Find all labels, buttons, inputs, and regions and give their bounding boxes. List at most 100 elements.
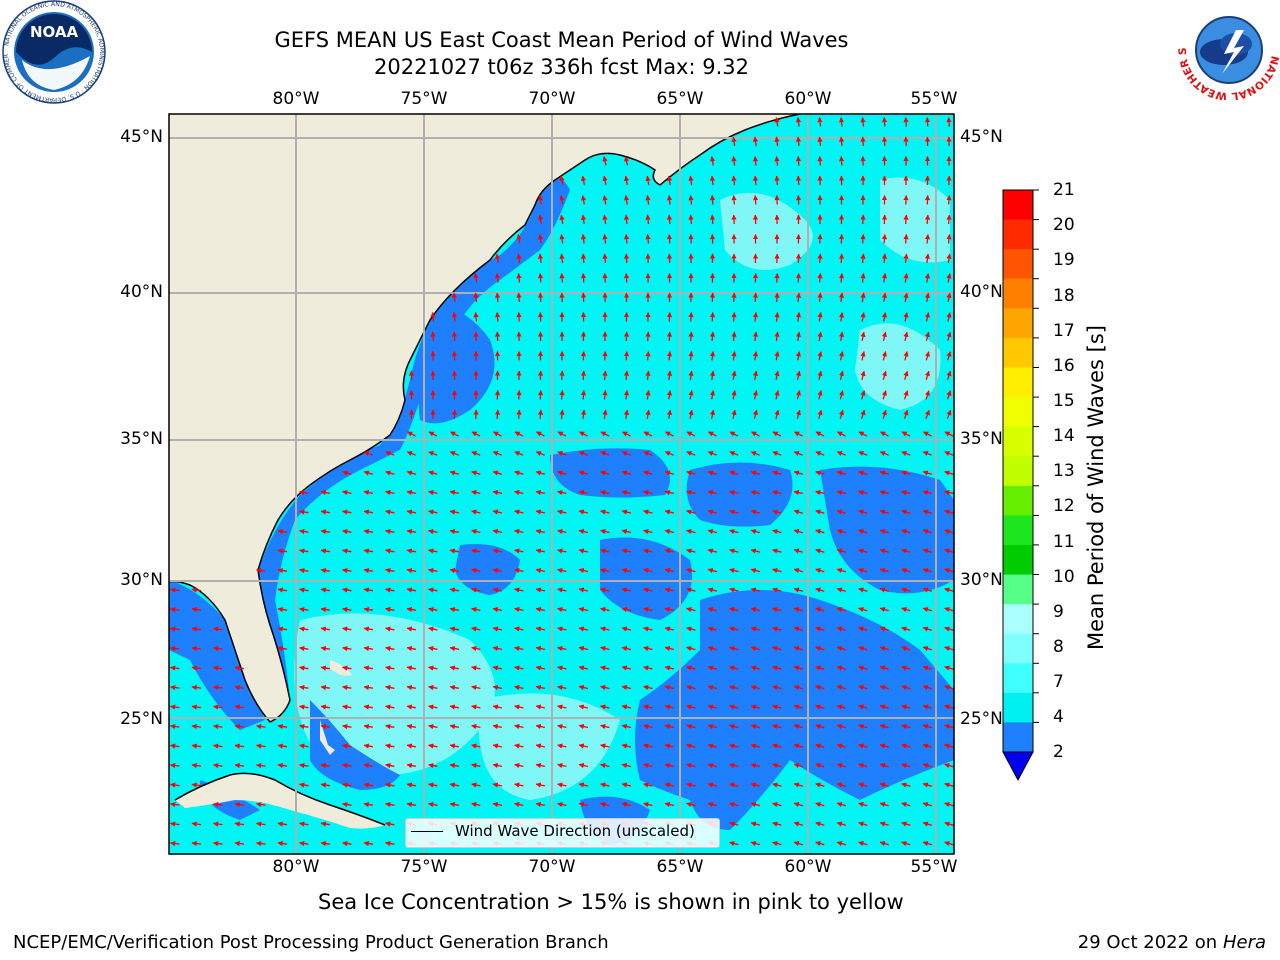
wave-direction-arrow — [471, 704, 481, 710]
wave-direction-arrow — [707, 802, 718, 808]
colorbar-segment — [1003, 515, 1033, 546]
wave-direction-arrow — [815, 607, 825, 613]
wave-direction-arrow — [255, 723, 266, 730]
wave-direction-arrow — [537, 195, 544, 205]
wave-direction-arrow — [430, 350, 436, 361]
wave-direction-arrow — [729, 568, 739, 574]
wave-direction-arrow — [473, 311, 479, 322]
wave-direction-arrow — [836, 665, 846, 671]
wave-direction-arrow — [922, 470, 932, 476]
wave-direction-arrow — [600, 646, 610, 652]
wave-direction-arrow — [815, 646, 825, 652]
wave-direction-arrow — [793, 626, 803, 632]
wave-direction-arrow — [946, 253, 952, 264]
wave-direction-arrow — [643, 763, 653, 769]
wave-direction-arrow — [600, 665, 610, 671]
wave-direction-arrow — [600, 470, 610, 476]
wave-direction-arrow — [578, 607, 589, 613]
wave-direction-arrow — [944, 568, 954, 574]
wave-direction-arrow — [731, 331, 737, 342]
wave-direction-arrow — [815, 802, 825, 808]
wave-direction-arrow — [817, 155, 823, 166]
wave-direction-arrow — [559, 233, 565, 244]
wave-direction-arrow — [494, 409, 501, 420]
wave-direction-arrow — [924, 312, 930, 322]
wave-direction-arrow — [471, 451, 481, 456]
wave-direction-arrow — [772, 451, 782, 456]
legend-label: Wind Wave Direction (unscaled) — [455, 822, 695, 840]
wave-direction-arrow — [707, 724, 718, 730]
wave-direction-arrow — [901, 568, 911, 574]
wave-direction-arrow — [255, 821, 266, 827]
colorbar-segment — [1003, 544, 1033, 576]
wave-direction-arrow — [793, 704, 803, 710]
wave-direction-arrow — [600, 509, 610, 515]
wave-direction-arrow — [944, 626, 954, 632]
colorbar-segment — [1003, 692, 1033, 724]
wave-direction-arrow — [451, 331, 458, 342]
short-period-areas — [169, 174, 954, 845]
wave-direction-arrow — [428, 704, 438, 710]
wave-direction-arrow — [578, 509, 589, 515]
noaa-logo-text: NOAA — [30, 23, 79, 41]
wave-direction-arrow — [514, 548, 524, 554]
wave-direction-arrow — [903, 116, 909, 127]
wave-direction-arrow — [535, 704, 546, 710]
wave-direction-arrow — [729, 665, 739, 671]
wave-direction-arrow — [514, 528, 524, 535]
wave-direction-arrow — [492, 684, 503, 691]
wave-direction-arrow — [664, 529, 675, 535]
wave-direction-arrow — [729, 548, 739, 554]
wave-direction-arrow — [858, 685, 868, 691]
wave-direction-arrow — [836, 685, 846, 691]
wave-direction-arrow — [514, 723, 524, 730]
wave-direction-arrow — [600, 568, 610, 574]
lon-label-top: 80°W — [272, 89, 320, 109]
lon-label-top: 55°W — [910, 89, 958, 109]
wave-direction-arrow — [580, 175, 587, 186]
wave-direction-arrow — [879, 646, 889, 652]
wave-direction-arrow — [944, 646, 954, 652]
wave-direction-arrow — [774, 136, 780, 147]
wave-direction-arrow — [514, 626, 524, 632]
wave-direction-arrow — [643, 743, 653, 749]
wave-direction-arrow — [688, 194, 694, 205]
wave-direction-arrow — [621, 626, 632, 632]
wave-direction-arrow — [731, 409, 737, 420]
wave-direction-arrow — [492, 782, 503, 788]
wave-direction-arrow — [858, 568, 868, 574]
wave-direction-arrow — [817, 311, 823, 322]
wave-direction-arrow — [643, 568, 653, 574]
wave-direction-arrow — [817, 272, 823, 283]
wave-direction-arrow — [729, 743, 739, 749]
wave-direction-arrow — [643, 782, 653, 788]
wave-direction-arrow — [838, 390, 844, 400]
lon-label-top: 70°W — [528, 89, 576, 109]
wave-direction-arrow — [858, 802, 868, 808]
wave-direction-arrow — [686, 529, 696, 535]
wave-direction-arrow — [944, 841, 954, 847]
wave-direction-arrow — [838, 409, 844, 419]
wave-direction-arrow — [815, 743, 825, 749]
wave-direction-arrow — [537, 409, 544, 420]
wave-direction-arrow — [686, 763, 696, 769]
wave-direction-arrow — [516, 409, 522, 420]
wave-direction-arrow — [191, 821, 202, 827]
wave-direction-arrow — [901, 665, 911, 671]
wave-direction-arrow — [731, 155, 737, 166]
wave-direction-arrow — [169, 782, 180, 788]
wave-direction-arrow — [731, 194, 737, 205]
wave-direction-arrow — [924, 253, 931, 264]
wave-direction-arrow — [451, 311, 458, 322]
wave-direction-arrow — [774, 390, 780, 400]
wave-direction-arrow — [406, 587, 417, 593]
wave-direction-arrow — [428, 431, 438, 437]
wave-direction-arrow — [879, 841, 889, 847]
wave-direction-arrow — [428, 470, 438, 476]
wave-direction-arrow — [946, 331, 952, 341]
wave-direction-arrow — [428, 645, 438, 652]
wave-direction-arrow — [535, 762, 546, 769]
wave-direction-arrow — [881, 370, 887, 380]
wave-direction-arrow — [621, 743, 632, 749]
wave-direction-arrow — [750, 607, 761, 613]
